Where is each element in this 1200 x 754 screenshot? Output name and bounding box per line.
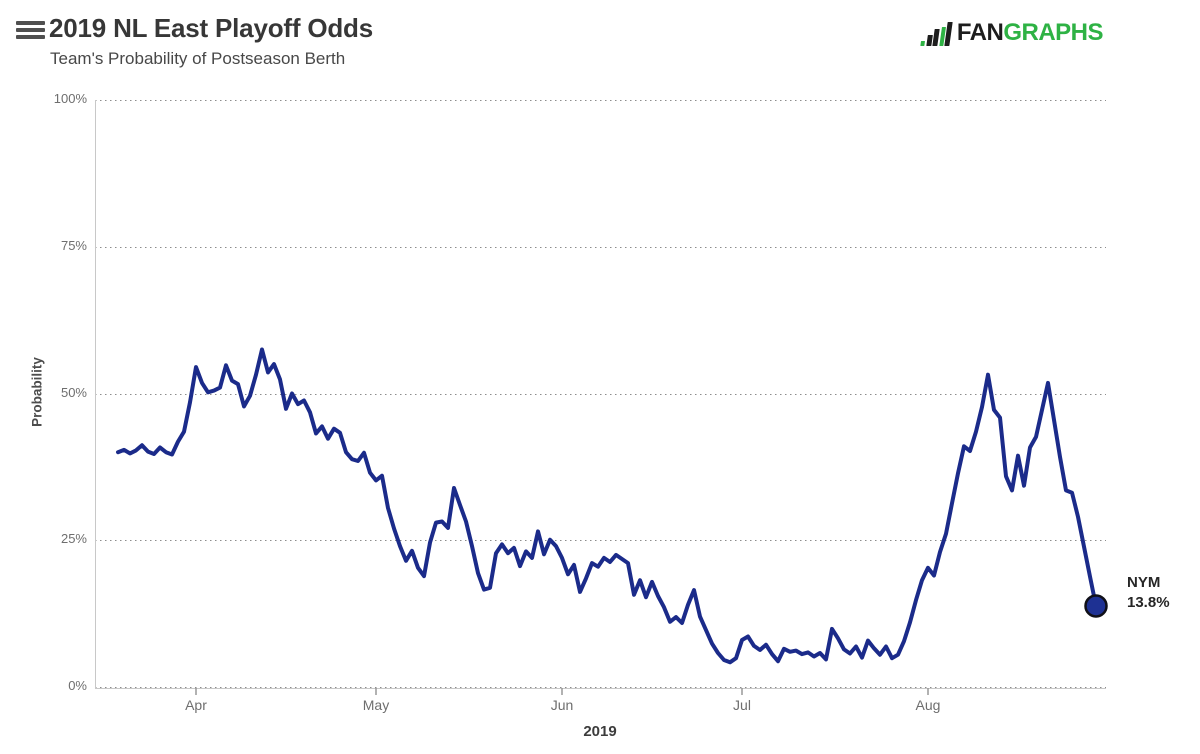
x-tick-label: May [362, 697, 390, 713]
page-subtitle: Team's Probability of Postseason Berth [50, 49, 346, 68]
series-end-label: NYM 13.8% [1127, 573, 1170, 613]
x-tick-label: Jul [733, 697, 751, 713]
logo-text-graphs: GRAPHS [1003, 19, 1103, 46]
y-tick-label: 100% [53, 90, 87, 106]
y-tick-label: 0% [68, 677, 87, 693]
nym-odds-line [116, 347, 1098, 665]
logo-text-fan: FAN [956, 19, 1004, 46]
page-title: 2019 NL East Playoff Odds [49, 13, 373, 43]
hamburger-menu-icon[interactable] [16, 21, 46, 40]
fangraphs-logo[interactable]: FANGRAPHS [920, 18, 1103, 46]
x-tick-label: Jun [550, 697, 574, 713]
y-tick-label: 50% [60, 384, 87, 400]
y-tick-label: 75% [60, 237, 87, 253]
x-tick-label: Apr [185, 697, 207, 713]
series-end-label-value: 13.8% [1127, 594, 1170, 611]
y-tick-label: 25% [60, 530, 87, 546]
x-axis-year-label: 2019 [583, 723, 617, 740]
series-end-marker [1084, 594, 1108, 618]
series-end-label-team: NYM [1127, 574, 1161, 591]
x-tick-label: Aug [915, 697, 941, 713]
